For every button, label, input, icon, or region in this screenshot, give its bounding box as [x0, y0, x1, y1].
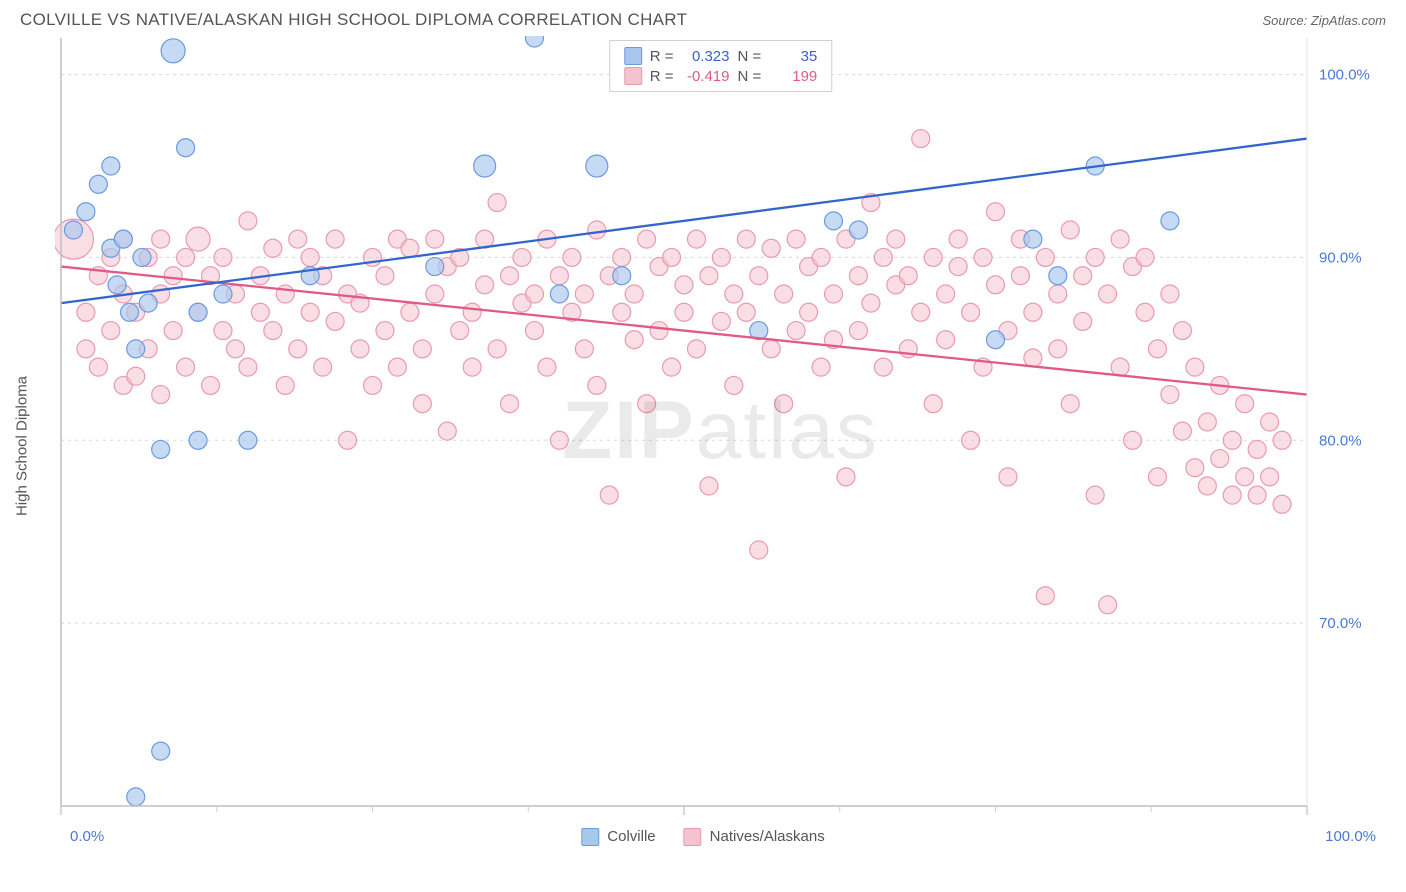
n-value-natives: 199 [769, 68, 817, 85]
x-axis-min-label: 0.0% [70, 828, 104, 845]
scatter-chart: 70.0%80.0%90.0%100.0% ZIPatlas R = 0.323… [55, 36, 1386, 826]
y-axis-label: High School Diploma [14, 376, 31, 516]
swatch-colville-icon [624, 47, 642, 65]
legend-series: Colville Natives/Alaskans [581, 828, 824, 846]
svg-text:70.0%: 70.0% [1319, 615, 1362, 632]
swatch-natives-icon [684, 828, 702, 846]
legend-natives-label: Natives/Alaskans [710, 828, 825, 845]
svg-text:90.0%: 90.0% [1319, 249, 1362, 266]
n-label: N = [738, 68, 762, 85]
n-value-colville: 35 [769, 48, 817, 65]
n-label: N = [738, 48, 762, 65]
r-value-natives: -0.419 [682, 68, 730, 85]
x-axis-max-label: 100.0% [1325, 828, 1376, 845]
legend-correlation: R = 0.323 N = 35 R = -0.419 N = 199 [609, 40, 833, 92]
source-label: Source: ZipAtlas.com [1262, 13, 1386, 28]
chart-title: COLVILLE VS NATIVE/ALASKAN HIGH SCHOOL D… [20, 10, 687, 30]
svg-text:80.0%: 80.0% [1319, 432, 1362, 449]
r-value-colville: 0.323 [682, 48, 730, 65]
r-label: R = [650, 68, 674, 85]
svg-text:100.0%: 100.0% [1319, 67, 1370, 84]
swatch-colville-icon [581, 828, 599, 846]
r-label: R = [650, 48, 674, 65]
swatch-natives-icon [624, 67, 642, 85]
legend-colville-label: Colville [607, 828, 655, 845]
